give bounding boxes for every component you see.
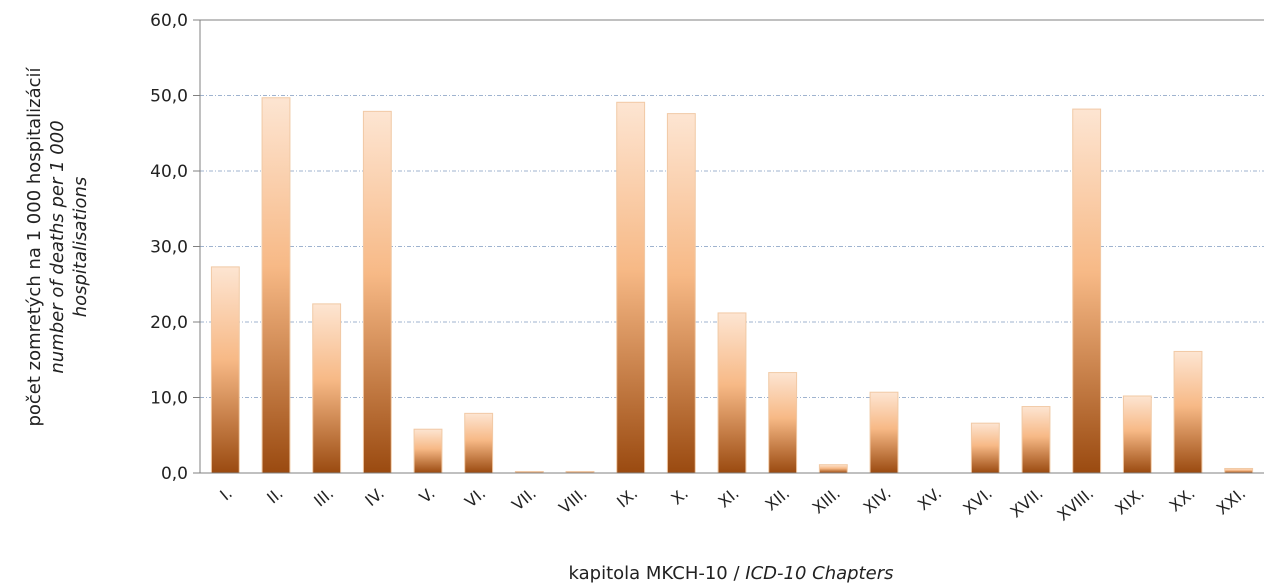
y-tick-labels: 0,0 10,0 20,0 30,0 40,0 50,0 60,0 xyxy=(150,11,200,484)
x-tick-label: XIII. xyxy=(809,484,844,518)
y-tick-label: 20,0 xyxy=(150,313,188,333)
bar-10 xyxy=(666,113,696,474)
bar-3 xyxy=(312,303,342,474)
x-tick-label: VI. xyxy=(461,484,489,512)
bar-14 xyxy=(869,391,899,474)
x-tick-label: XIX. xyxy=(1111,484,1148,519)
x-tick-label: XV. xyxy=(914,484,945,515)
bar-17 xyxy=(1021,406,1051,474)
x-tick-labels: I. II. III. IV. V. VI. VII. VIII. IX. X. XI. XII. XI… xyxy=(216,484,1249,525)
x-tick-label: XII. xyxy=(762,484,794,515)
bar-5 xyxy=(413,428,443,474)
x-tick-label: XI. xyxy=(714,484,742,512)
x-axis-title-normal: kapitola MKCH-10 / xyxy=(569,563,746,584)
bar-9 xyxy=(616,101,646,474)
bar-20 xyxy=(1173,350,1203,474)
bar-18 xyxy=(1072,108,1102,474)
y-axis-title-line3: hospitalisations xyxy=(70,177,91,318)
x-tick-label: II. xyxy=(263,484,286,508)
y-tick-label: 0,0 xyxy=(161,464,188,484)
x-tick-label: IV. xyxy=(361,484,388,511)
x-tick-label: VII. xyxy=(508,484,540,515)
x-tick-label: XXI. xyxy=(1213,484,1250,519)
x-tick-label: X. xyxy=(667,484,692,509)
x-tick-label: XX. xyxy=(1166,484,1199,516)
bar-2 xyxy=(261,97,291,474)
x-axis-title: kapitola MKCH-10 / ICD-10 Chapters xyxy=(569,563,894,584)
bar-11 xyxy=(717,312,747,474)
bar-4 xyxy=(362,110,392,474)
bar-1 xyxy=(210,266,240,474)
y-tick-label: 40,0 xyxy=(150,162,188,182)
x-tick-label: III. xyxy=(310,484,337,511)
y-tick-label: 30,0 xyxy=(150,238,188,258)
y-tick-label: 50,0 xyxy=(150,87,188,107)
x-tick-label: XVII. xyxy=(1006,484,1046,522)
x-tick-label: VIII. xyxy=(555,484,590,518)
x-tick-label: V. xyxy=(416,484,439,508)
x-tick-label: IX. xyxy=(613,484,641,512)
x-axis-title-italic: ICD-10 Chapters xyxy=(745,563,893,584)
bar-13 xyxy=(818,464,848,474)
x-tick-label: I. xyxy=(216,484,236,505)
bar-19 xyxy=(1122,395,1152,474)
bar-21 xyxy=(1224,467,1254,474)
bar-16 xyxy=(970,422,1000,474)
bars xyxy=(210,97,1254,474)
x-tick-label: XVIII. xyxy=(1053,484,1097,525)
y-tick-label: 60,0 xyxy=(150,11,188,31)
y-tick-label: 10,0 xyxy=(150,389,188,409)
x-tick-label: XIV. xyxy=(860,484,895,518)
y-axis-title-line2: number of deaths per 1 000 xyxy=(47,120,68,373)
bar-12 xyxy=(768,372,798,474)
y-axis-title-line1: počet zomretých na 1 000 hospitalizácií xyxy=(24,66,45,426)
y-axis-title: počet zomretých na 1 000 hospitalizácií … xyxy=(24,66,91,426)
bar-6 xyxy=(464,412,494,474)
x-tick-label: XVI. xyxy=(959,484,996,519)
